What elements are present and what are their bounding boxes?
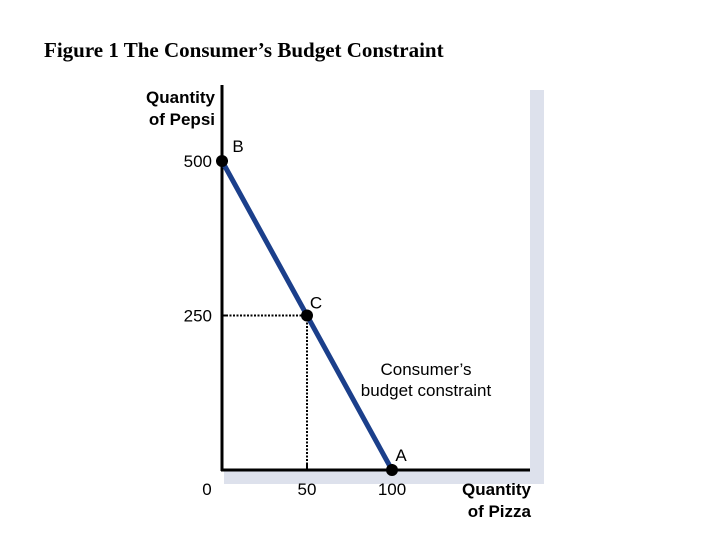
point-label-b: B — [232, 137, 243, 156]
y-tick-label: 250 — [184, 307, 212, 326]
x-tick-label: 0 — [202, 480, 211, 499]
annotation-budget-constraint: budget constraint — [361, 381, 492, 400]
point-label-a: A — [395, 446, 407, 465]
guide-lines — [226, 314, 308, 468]
plot-shadow — [224, 90, 544, 484]
plot-shadow-right — [530, 90, 544, 484]
y-axis-title: Quantity — [146, 88, 215, 107]
point-b — [216, 155, 228, 167]
labels-layer: 500 250 0 50 100 B C A Quantity of Pepsi Quantity o… — [146, 88, 531, 521]
x-tick-label: 50 — [298, 480, 317, 499]
x-tick-label: 100 — [378, 480, 406, 499]
plot-shadow-bottom — [224, 471, 544, 484]
x-axis-title: of Pizza — [468, 502, 532, 521]
point-c — [301, 309, 313, 322]
x-axis-title: Quantity — [462, 480, 531, 499]
points-layer — [216, 155, 398, 476]
y-axis-title: of Pepsi — [149, 110, 215, 129]
annotation-budget-constraint: Consumer’s — [380, 360, 471, 379]
point-a — [386, 464, 398, 476]
y-tick-label: 500 — [184, 152, 212, 171]
axes — [220, 85, 530, 472]
figure-title: Figure 1 The Consumer’s Budget Constrain… — [44, 38, 444, 62]
point-label-c: C — [310, 294, 322, 313]
